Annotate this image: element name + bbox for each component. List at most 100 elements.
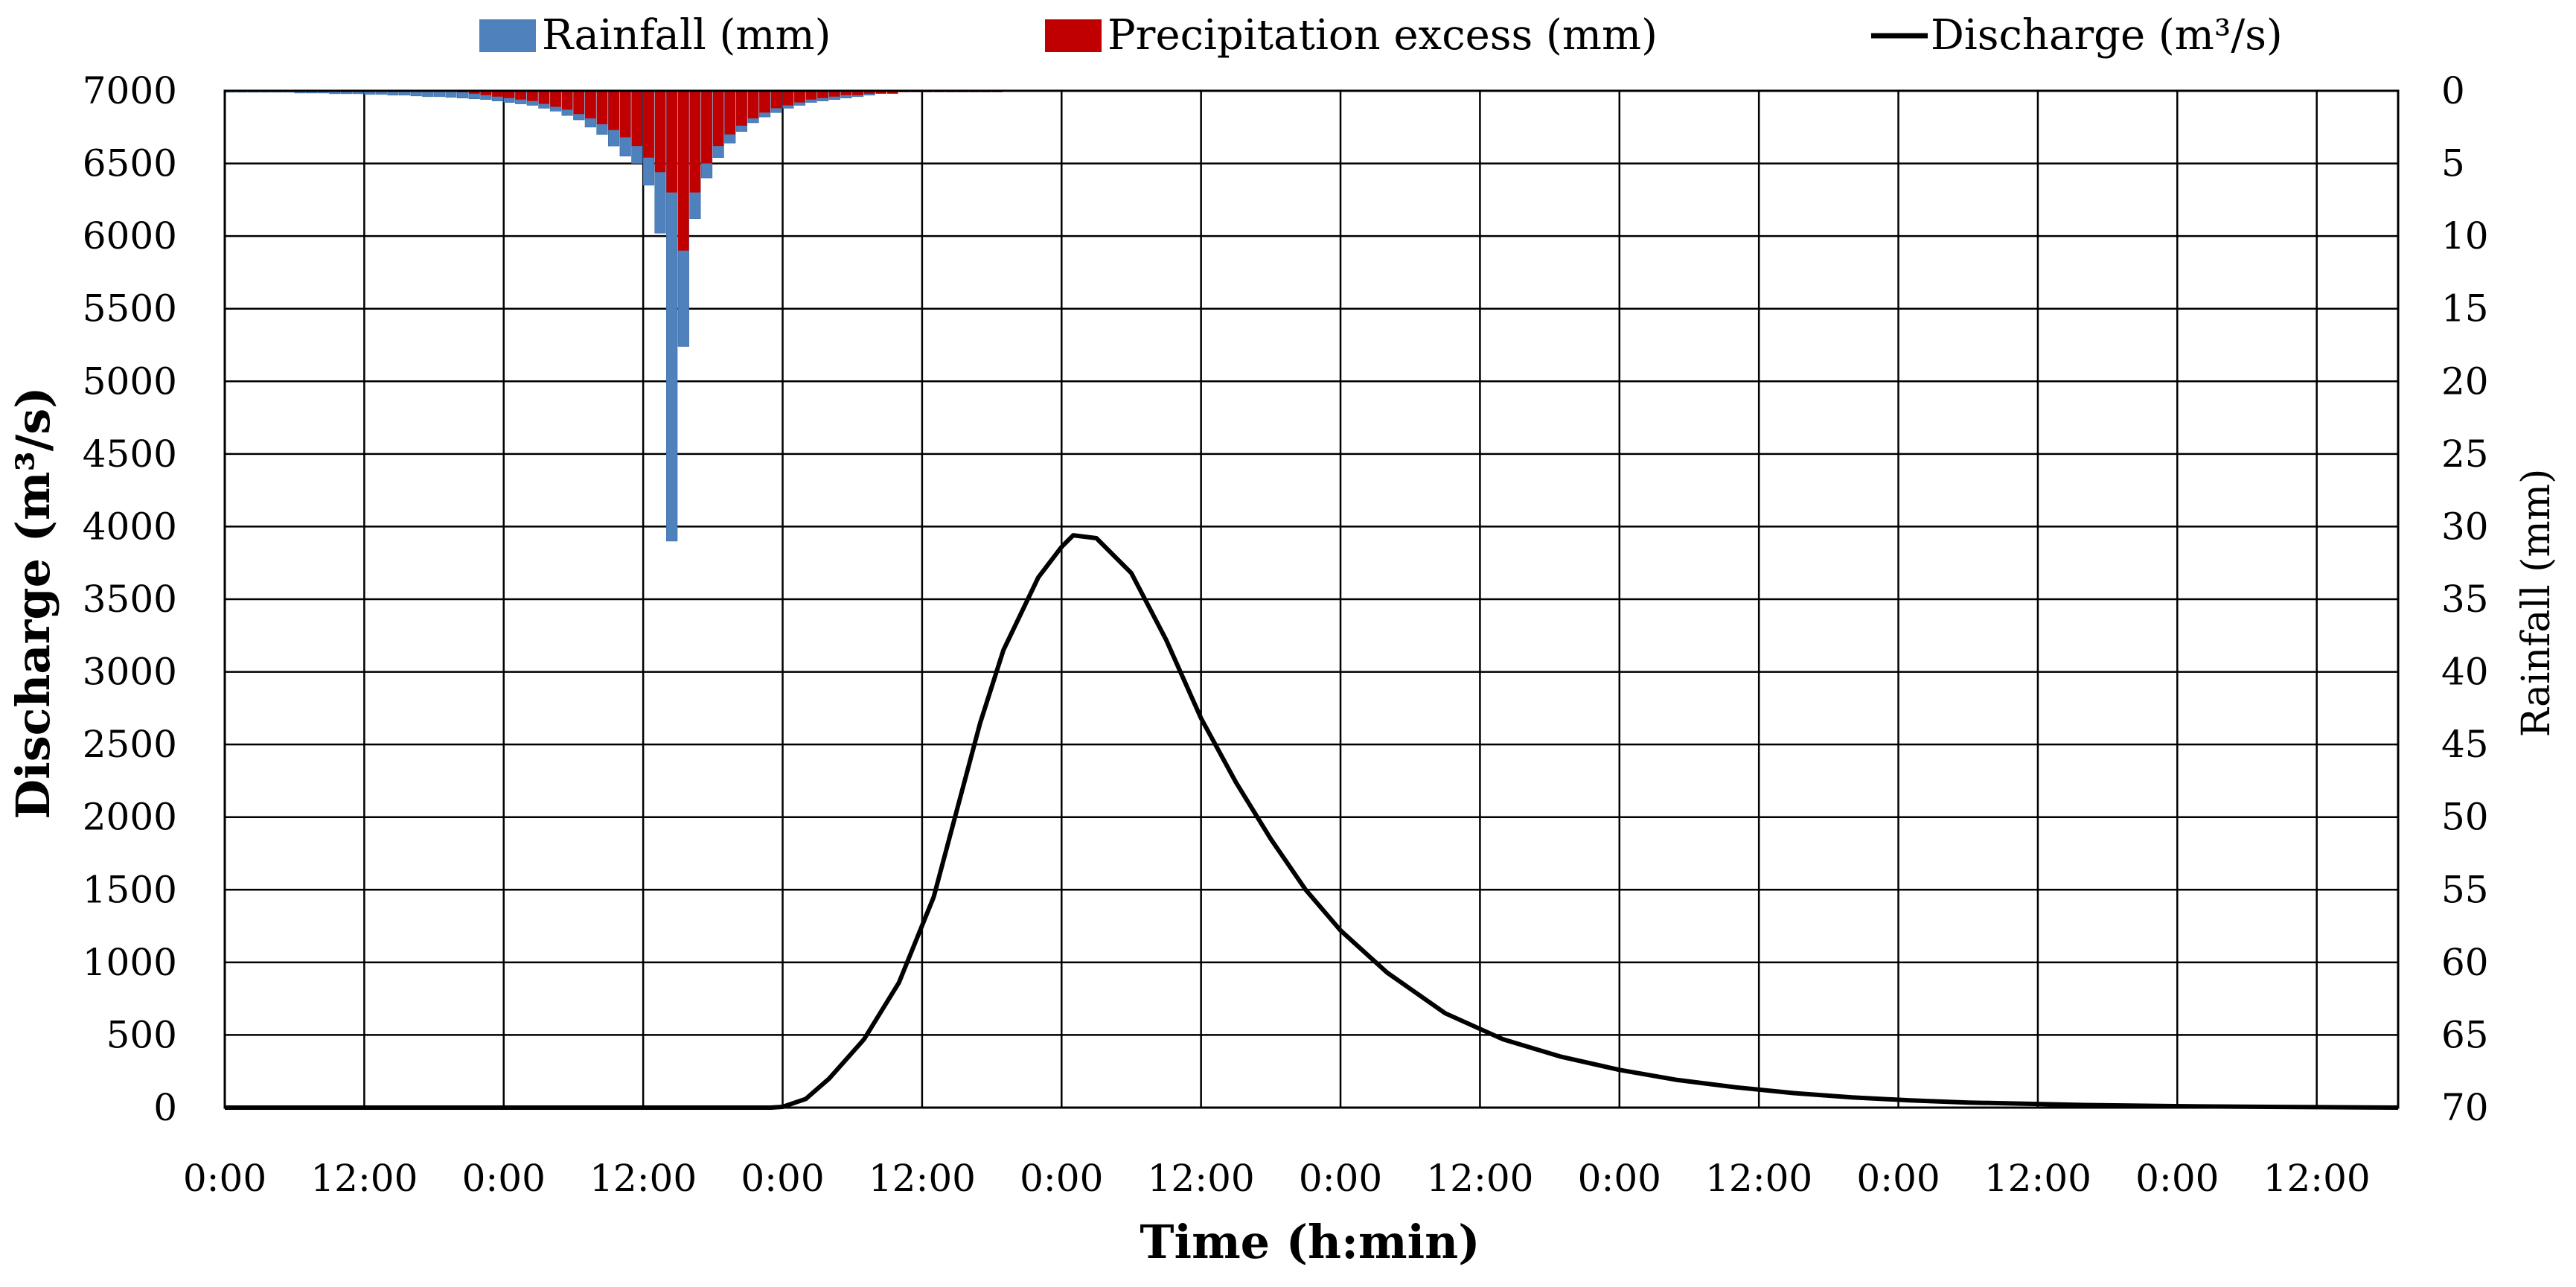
precipitation-excess-bar bbox=[585, 91, 596, 119]
precipitation-excess-bar bbox=[619, 91, 631, 138]
precipitation-excess-bar bbox=[817, 91, 828, 98]
legend-label-rainfall: Rainfall (mm) bbox=[542, 11, 831, 60]
precipitation-excess-bar bbox=[492, 91, 503, 97]
left-y-tick-label: 1500 bbox=[83, 868, 177, 911]
precipitation-excess-bar bbox=[515, 91, 526, 100]
right-y-tick-label: 50 bbox=[2441, 796, 2489, 839]
x-tick-label: 12:00 bbox=[1426, 1157, 1533, 1200]
left-y-tick-label: 5000 bbox=[83, 360, 177, 403]
left-y-tick-label: 3500 bbox=[83, 578, 177, 621]
left-y-tick-label: 6500 bbox=[83, 142, 177, 185]
right-y-tick-labels: 0 5 10 15 20 25 30 35 40 45 50 55 60 65 70 bbox=[2441, 69, 2489, 1129]
precipitation-excess-bar bbox=[840, 91, 852, 95]
right-y-axis-title: Rainfall (mm) bbox=[2514, 469, 2559, 738]
precipitation-excess-bars bbox=[457, 91, 1003, 251]
left-y-axis-title: Discharge (m³/s) bbox=[6, 386, 60, 819]
x-tick-label: 12:00 bbox=[310, 1157, 418, 1200]
right-y-tick-label: 5 bbox=[2441, 142, 2465, 185]
right-y-tick-label: 20 bbox=[2441, 360, 2489, 403]
legend-label-precipitation-excess: Precipitation excess (mm) bbox=[1108, 11, 1658, 60]
left-y-tick-label: 5500 bbox=[83, 287, 177, 330]
x-tick-label: 12:00 bbox=[869, 1157, 976, 1200]
left-y-tick-label: 7000 bbox=[83, 69, 177, 112]
x-tick-label: 12:00 bbox=[1705, 1157, 1812, 1200]
left-y-tick-label: 0 bbox=[153, 1086, 177, 1129]
x-tick-label: 0:00 bbox=[1020, 1157, 1103, 1200]
precipitation-excess-bar bbox=[770, 91, 782, 109]
right-y-tick-label: 35 bbox=[2441, 578, 2489, 621]
x-tick-label: 0:00 bbox=[1578, 1157, 1661, 1200]
precipitation-excess-bar bbox=[701, 91, 712, 164]
precipitation-excess-bar bbox=[538, 91, 550, 104]
right-y-tick-label: 15 bbox=[2441, 287, 2489, 330]
left-y-tick-label: 2000 bbox=[83, 796, 177, 839]
right-y-tick-label: 25 bbox=[2441, 432, 2489, 476]
precipitation-excess-bar bbox=[631, 91, 643, 147]
x-tick-label: 0:00 bbox=[1299, 1157, 1382, 1200]
discharge-line bbox=[225, 533, 2399, 1110]
precipitation-excess-bar bbox=[863, 91, 875, 94]
x-tick-label: 0:00 bbox=[2135, 1157, 2219, 1200]
left-y-tick-label: 3000 bbox=[83, 651, 177, 694]
x-tick-label: 0:00 bbox=[741, 1157, 824, 1200]
precipitation-excess-bar bbox=[828, 91, 840, 97]
precipitation-excess-bar bbox=[712, 91, 724, 147]
precipitation-excess-bar bbox=[596, 91, 608, 124]
precipitation-excess-bar bbox=[875, 91, 887, 94]
precipitation-excess-bar bbox=[573, 91, 585, 115]
precipitation-excess-bar bbox=[468, 91, 480, 94]
precipitation-excess-bar bbox=[643, 91, 654, 158]
precipitation-excess-bar bbox=[724, 91, 736, 135]
precipitation-excess-bar bbox=[503, 91, 515, 98]
legend-swatch-precipitation-excess bbox=[1045, 19, 1102, 52]
precipitation-excess-bar bbox=[805, 91, 817, 100]
left-y-tick-label: 6000 bbox=[83, 214, 177, 258]
left-y-tick-label: 500 bbox=[106, 1013, 177, 1056]
precipitation-excess-bar bbox=[736, 91, 747, 126]
precipitation-excess-bar bbox=[689, 91, 701, 193]
precipitation-excess-bar bbox=[794, 91, 805, 103]
x-tick-label: 0:00 bbox=[1856, 1157, 1940, 1200]
plot-frame bbox=[223, 89, 2400, 1109]
legend-swatch-rainfall bbox=[479, 19, 536, 52]
precipitation-excess-bar bbox=[887, 91, 898, 94]
precipitation-excess-bar bbox=[654, 91, 666, 173]
precipitation-excess-bar bbox=[561, 91, 573, 110]
rainfall-bars bbox=[224, 90, 875, 542]
x-tick-label: 0:00 bbox=[183, 1157, 266, 1200]
legend-label-discharge: Discharge (m³/s) bbox=[1931, 11, 2283, 60]
precipitation-excess-bar bbox=[759, 91, 770, 113]
precipitation-excess-bar bbox=[677, 91, 689, 251]
precipitation-excess-bar bbox=[550, 91, 561, 107]
right-y-tick-label: 60 bbox=[2441, 941, 2489, 984]
precipitation-excess-bar bbox=[782, 91, 794, 106]
right-y-tick-label: 55 bbox=[2441, 868, 2489, 911]
x-tick-label: 0:00 bbox=[462, 1157, 546, 1200]
x-tick-label: 12:00 bbox=[1984, 1157, 2091, 1200]
precipitation-excess-bar bbox=[608, 91, 619, 130]
x-axis-title: Time (h:min) bbox=[1140, 1215, 1480, 1269]
grid bbox=[223, 89, 2398, 1109]
right-y-tick-label: 45 bbox=[2441, 723, 2489, 766]
right-y-tick-label: 10 bbox=[2441, 214, 2489, 258]
precipitation-excess-bar bbox=[852, 91, 863, 95]
left-y-tick-label: 4500 bbox=[83, 432, 177, 476]
x-tick-label: 12:00 bbox=[589, 1157, 697, 1200]
right-y-tick-label: 70 bbox=[2441, 1086, 2489, 1129]
right-y-tick-label: 40 bbox=[2441, 651, 2489, 694]
x-tick-label: 12:00 bbox=[2263, 1157, 2371, 1200]
legend: Rainfall (mm) Precipitation excess (mm) … bbox=[479, 11, 2283, 60]
x-tick-label: 12:00 bbox=[1148, 1157, 1255, 1200]
left-y-tick-label: 2500 bbox=[83, 723, 177, 766]
precipitation-excess-bar bbox=[666, 91, 677, 193]
x-tick-labels: 0:00 12:00 0:00 12:00 0:00 12:00 0:00 12:00 0:00… bbox=[183, 1157, 2371, 1200]
right-y-tick-label: 0 bbox=[2441, 69, 2465, 112]
precipitation-excess-bar bbox=[526, 91, 538, 101]
right-y-tick-label: 65 bbox=[2441, 1013, 2489, 1056]
left-y-tick-label: 4000 bbox=[83, 505, 177, 548]
precipitation-excess-bar bbox=[747, 91, 759, 119]
right-y-tick-label: 30 bbox=[2441, 505, 2489, 548]
left-y-tick-labels: 0 500 1000 1500 2000 2500 3000 3500 4000 4500 5000… bbox=[83, 69, 177, 1129]
precipitation-excess-bar bbox=[480, 91, 492, 95]
